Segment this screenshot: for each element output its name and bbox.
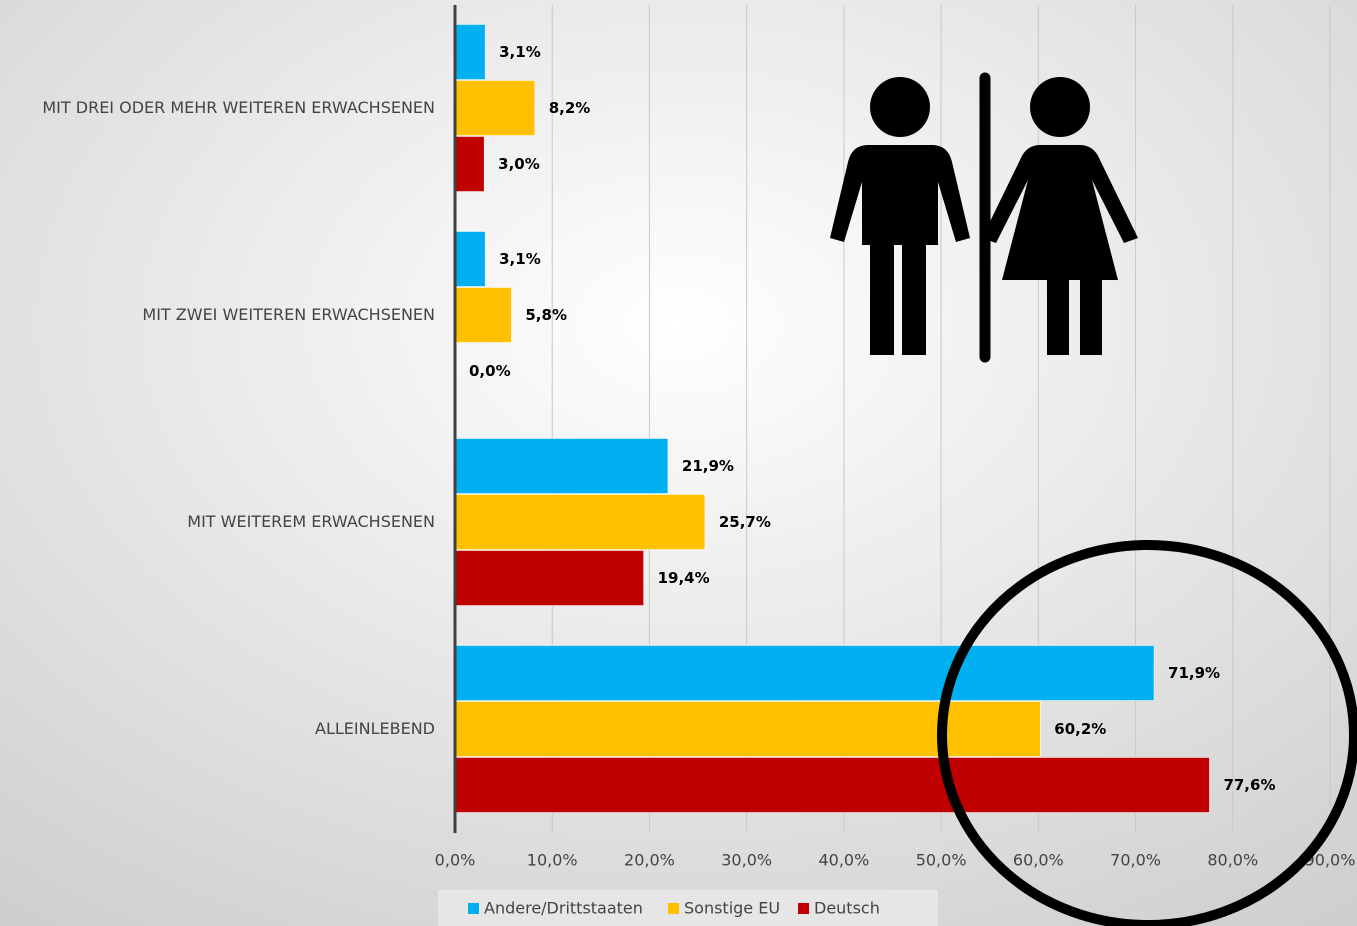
x-tick-label: 30,0% xyxy=(721,851,772,870)
legend-label: Andere/Drittstaaten xyxy=(484,899,643,918)
value-label: 3,0% xyxy=(498,155,540,173)
value-label: 3,1% xyxy=(499,43,541,61)
value-label: 19,4% xyxy=(658,569,710,587)
bar xyxy=(454,231,486,287)
value-label: 3,1% xyxy=(499,250,541,268)
bar xyxy=(454,24,486,80)
y-tick-label: MIT WEITEREM ERWACHSENEN xyxy=(187,512,435,531)
bar xyxy=(454,757,1210,813)
value-label: 71,9% xyxy=(1168,664,1220,682)
legend-swatch xyxy=(468,903,479,914)
x-tick-label: 10,0% xyxy=(527,851,578,870)
value-label: 25,7% xyxy=(719,513,771,531)
x-tick-label: 80,0% xyxy=(1207,851,1258,870)
x-tick-label: 50,0% xyxy=(916,851,967,870)
legend-label: Deutsch xyxy=(814,899,880,918)
bar xyxy=(454,136,485,192)
y-tick-label: MIT DREI ODER MEHR WEITEREN ERWACHSENEN xyxy=(42,98,435,117)
value-label: 77,6% xyxy=(1223,776,1275,794)
x-tick-label: 20,0% xyxy=(624,851,675,870)
people-icon xyxy=(830,72,1138,363)
bar xyxy=(454,494,706,550)
x-tick-label: 70,0% xyxy=(1110,851,1161,870)
highlight-circle xyxy=(937,540,1357,926)
x-tick-label: 0,0% xyxy=(435,851,476,870)
x-tick-label: 40,0% xyxy=(818,851,869,870)
legend-swatch xyxy=(668,903,679,914)
x-tick-label: 90,0% xyxy=(1305,851,1356,870)
value-label: 5,8% xyxy=(525,306,567,324)
bar xyxy=(454,80,535,136)
legend-box xyxy=(438,890,938,926)
bar xyxy=(454,550,644,606)
bar xyxy=(454,645,1155,701)
legend: Andere/Drittstaaten Sonstige EU Deutsch xyxy=(468,899,880,918)
bar xyxy=(454,438,669,494)
y-tick-label: MIT ZWEI WEITEREN ERWACHSENEN xyxy=(142,305,435,324)
value-label: 0,0% xyxy=(469,362,511,380)
value-label: 60,2% xyxy=(1054,720,1106,738)
bar xyxy=(454,287,512,343)
y-tick-label: ALLEINLEBEND xyxy=(315,719,435,738)
value-label: 21,9% xyxy=(682,457,734,475)
bar xyxy=(454,701,1041,757)
value-label: 8,2% xyxy=(549,99,591,117)
x-tick-label: 60,0% xyxy=(1013,851,1064,870)
legend-label: Sonstige EU xyxy=(684,899,780,918)
legend-swatch xyxy=(798,903,809,914)
